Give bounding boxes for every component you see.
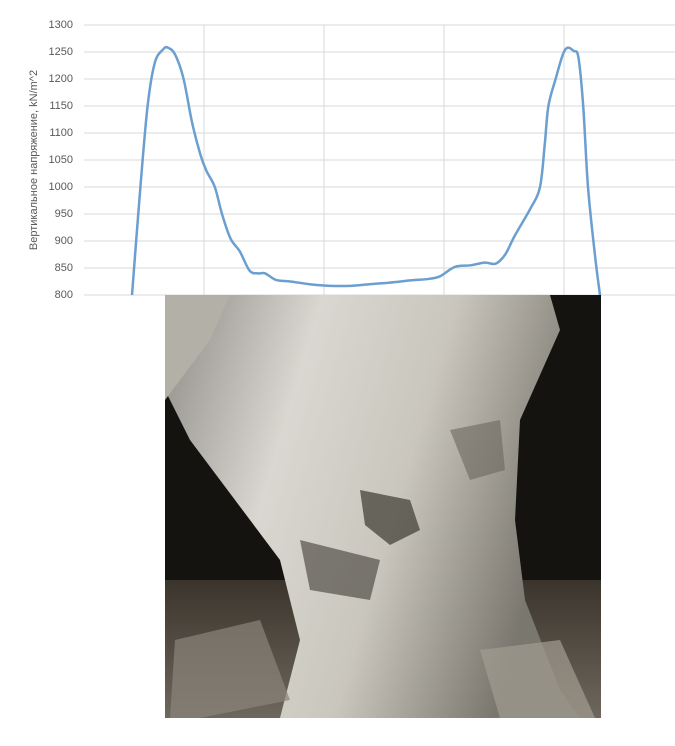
y-tick-label: 1300 [49, 19, 73, 31]
figure: Вертикальное напряжение, kN/m^2 800 850 90… [0, 0, 675, 746]
y-tick-label: 1150 [49, 100, 73, 112]
y-tick-label: 1050 [49, 154, 73, 166]
y-tick-label: 1000 [49, 181, 73, 193]
data-line [132, 47, 600, 295]
y-tick-label: 1200 [49, 73, 73, 85]
y-tick-label: 800 [55, 289, 73, 301]
y-tick-label: 900 [55, 235, 73, 247]
photo [165, 295, 601, 718]
y-tick-label: 1100 [49, 127, 73, 139]
y-axis-label: Вертикальное напряжение, kN/m^2 [28, 70, 40, 250]
y-tick-label: 1250 [49, 46, 73, 58]
y-tick-label: 950 [55, 208, 73, 220]
y-tick-label: 850 [55, 262, 73, 274]
